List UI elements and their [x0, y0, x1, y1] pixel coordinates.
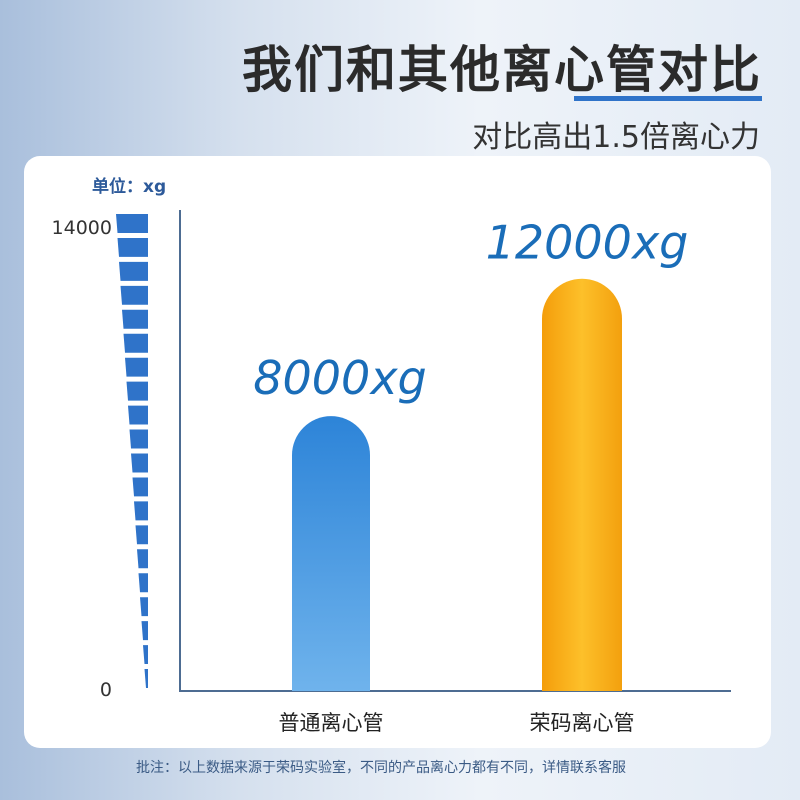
- scale-segment: [140, 597, 148, 617]
- title-underline: [574, 96, 762, 101]
- scale-segment: [120, 285, 148, 305]
- scale-segment: [129, 429, 148, 449]
- scale-segment: [143, 645, 148, 665]
- bar-regular: [292, 416, 370, 691]
- scale-segment: [135, 525, 148, 545]
- scale-segment: [116, 214, 148, 233]
- data-label-rongma: 12000xg: [486, 216, 689, 270]
- scale-segment: [125, 357, 148, 377]
- page-title: 我们和其他离心管对比: [242, 41, 762, 99]
- scale-segment: [123, 333, 148, 353]
- scale-segment: [128, 405, 148, 425]
- scale-segment: [119, 261, 148, 281]
- bar-rongma: [542, 278, 622, 691]
- y-tick-max: 14000: [52, 217, 112, 239]
- scale-segment: [126, 381, 148, 401]
- scale-segment: [117, 237, 148, 257]
- unit-label: 单位：xg: [92, 177, 167, 197]
- page-subtitle: 对比高出1.5倍离心力: [472, 120, 760, 155]
- footnote: 批注：以上数据来源于荣码实验室，不同的产品离心力都有不同，详情联系客服: [136, 760, 626, 776]
- scale-segment: [138, 573, 148, 593]
- x-label-rongma: 荣码离心管: [530, 711, 635, 735]
- x-label-regular: 普通离心管: [279, 711, 384, 735]
- scale-segment: [137, 549, 148, 569]
- data-label-regular: 8000xg: [253, 351, 427, 405]
- scale-segment: [122, 309, 148, 329]
- scale-segment: [144, 669, 148, 688]
- wedge-scale: [116, 214, 148, 688]
- scale-segment: [134, 501, 148, 521]
- chart-card: [24, 156, 771, 748]
- scale-segment: [132, 477, 148, 497]
- y-tick-zero: 0: [100, 679, 112, 701]
- scale-segment: [141, 621, 148, 641]
- scale-segment: [131, 453, 148, 473]
